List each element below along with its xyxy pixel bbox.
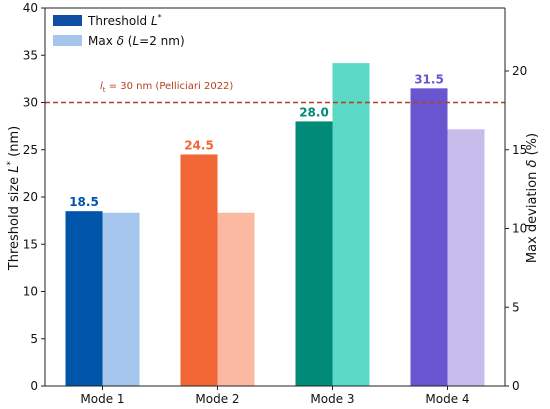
bar-max-deviation [447, 129, 485, 386]
data-label-threshold: 24.5 [184, 138, 214, 152]
y-tick-label-left: 30 [23, 96, 38, 110]
y-tick-label-right: 0 [512, 379, 520, 393]
bar-max-deviation [332, 63, 370, 386]
x-tick-label: Mode 1 [80, 392, 124, 406]
y-tick-label-right: 15 [512, 143, 527, 157]
y-tick-label-right: 10 [512, 222, 527, 236]
y-tick-label-left: 25 [23, 143, 38, 157]
legend: Threshold L* Max δ (L=2 nm) [53, 13, 185, 48]
y-axis-left-label: Threshold size L* (nm) [6, 126, 22, 271]
y-tick-label-left: 0 [30, 379, 38, 393]
data-label-threshold: 31.5 [414, 72, 444, 86]
bar-threshold [65, 211, 103, 386]
y-tick-label-left: 20 [23, 190, 38, 204]
y-tick-label-right: 5 [512, 300, 520, 314]
y-tick-label-left: 40 [23, 1, 38, 15]
legend-label-max-deviation: Max δ (L=2 nm) [88, 34, 185, 48]
x-tick-label: Mode 2 [195, 392, 239, 406]
reference-line-label: lt = 30 nm (Pelliciari 2022) [100, 81, 233, 94]
bar-threshold [295, 121, 333, 387]
y-axis-right-label: Max deviation δ (%) [525, 133, 540, 263]
data-label-threshold: 18.5 [69, 195, 99, 209]
axes: Mode 1 Mode 2 Mode 3 Mode 4 0 5 10 15 20 25 30 35 40… [23, 1, 528, 406]
bar-max-deviation [102, 212, 140, 386]
y-tick-label-left: 15 [23, 237, 38, 251]
y-tick-label-left: 35 [23, 48, 38, 62]
x-tick-label: Mode 3 [310, 392, 354, 406]
x-tick-label: Mode 4 [425, 392, 469, 406]
bar-max-deviation [217, 212, 255, 386]
legend-swatch-threshold [53, 15, 82, 26]
legend-swatch-max-deviation [53, 35, 82, 46]
plot-area: 18.5 24.5 28.0 31.5 [45, 63, 505, 387]
y-tick-label-left: 10 [23, 285, 38, 299]
bar-threshold [180, 154, 218, 386]
y-tick-label-right: 20 [512, 64, 527, 78]
y-tick-label-left: 5 [30, 332, 38, 346]
bar-threshold [410, 88, 448, 386]
data-label-threshold: 28.0 [299, 105, 329, 119]
legend-label-threshold: Threshold L* [87, 13, 162, 28]
